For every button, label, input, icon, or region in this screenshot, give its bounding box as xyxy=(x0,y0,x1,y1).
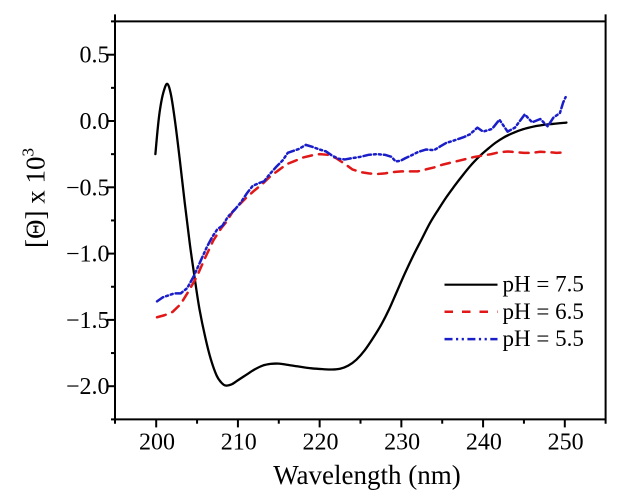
svg-text:210: 210 xyxy=(221,430,257,456)
svg-text:0.0: 0.0 xyxy=(80,109,110,135)
svg-text:pH = 7.5: pH = 7.5 xyxy=(503,272,584,297)
svg-text:−0.5: −0.5 xyxy=(66,175,110,201)
svg-text:0.5: 0.5 xyxy=(80,43,110,69)
svg-text:−2.0: −2.0 xyxy=(66,374,110,400)
svg-text:[Θ] x 103: [Θ] x 103 xyxy=(19,148,51,248)
svg-text:Wavelength (nm): Wavelength (nm) xyxy=(273,460,461,490)
svg-text:250: 250 xyxy=(548,430,584,456)
svg-text:230: 230 xyxy=(384,430,420,456)
svg-text:220: 220 xyxy=(302,430,338,456)
svg-text:−1.0: −1.0 xyxy=(66,242,110,268)
svg-text:pH = 5.5: pH = 5.5 xyxy=(503,326,584,351)
svg-text:200: 200 xyxy=(139,430,175,456)
svg-text:240: 240 xyxy=(466,430,502,456)
svg-text:−1.5: −1.5 xyxy=(66,308,110,334)
svg-text:pH = 6.5: pH = 6.5 xyxy=(503,299,584,324)
